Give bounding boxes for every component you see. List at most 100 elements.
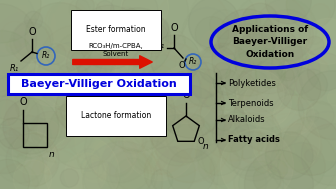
Circle shape — [182, 8, 232, 57]
Text: R₂: R₂ — [42, 51, 50, 60]
Circle shape — [121, 0, 169, 30]
Circle shape — [244, 150, 313, 189]
Circle shape — [48, 99, 117, 169]
Circle shape — [276, 106, 297, 128]
Circle shape — [216, 28, 294, 106]
Text: O: O — [170, 23, 178, 33]
Circle shape — [25, 11, 43, 29]
Circle shape — [115, 39, 186, 110]
Text: Baeyer-Villiger Oxidation: Baeyer-Villiger Oxidation — [21, 79, 177, 89]
Circle shape — [151, 35, 200, 84]
Circle shape — [0, 4, 37, 76]
Circle shape — [105, 138, 138, 170]
Circle shape — [116, 158, 148, 189]
Circle shape — [0, 0, 41, 43]
Circle shape — [80, 51, 119, 89]
Circle shape — [0, 159, 30, 189]
Circle shape — [0, 99, 19, 126]
Circle shape — [220, 129, 294, 189]
Text: O: O — [19, 97, 27, 107]
Circle shape — [215, 160, 239, 184]
Circle shape — [210, 130, 285, 189]
Circle shape — [156, 70, 224, 138]
Circle shape — [144, 146, 195, 189]
Circle shape — [167, 149, 215, 189]
Circle shape — [217, 106, 282, 171]
Circle shape — [13, 148, 79, 189]
Text: Polyketides: Polyketides — [228, 78, 276, 88]
Circle shape — [116, 7, 138, 29]
Circle shape — [15, 64, 89, 138]
Circle shape — [3, 98, 59, 154]
Circle shape — [73, 64, 129, 121]
Circle shape — [76, 54, 129, 107]
Circle shape — [253, 165, 281, 189]
Circle shape — [0, 128, 48, 183]
Circle shape — [128, 77, 154, 102]
Text: O: O — [179, 61, 185, 70]
Circle shape — [6, 133, 59, 186]
Text: Alkaloids: Alkaloids — [228, 115, 266, 125]
Circle shape — [278, 67, 321, 111]
Circle shape — [106, 0, 127, 14]
Text: Lactone formation: Lactone formation — [81, 112, 151, 121]
Circle shape — [237, 70, 284, 118]
Circle shape — [35, 0, 100, 34]
Circle shape — [25, 3, 95, 73]
Circle shape — [260, 102, 336, 181]
Circle shape — [0, 43, 55, 122]
Circle shape — [0, 60, 31, 92]
Circle shape — [84, 161, 120, 189]
Circle shape — [25, 53, 78, 107]
Text: O: O — [197, 137, 204, 146]
Circle shape — [76, 0, 94, 15]
Circle shape — [157, 66, 215, 124]
Circle shape — [238, 2, 286, 49]
Text: Fatty acids: Fatty acids — [228, 136, 280, 145]
Circle shape — [104, 8, 171, 75]
Text: Ester formation: Ester formation — [86, 26, 146, 35]
Circle shape — [41, 164, 83, 189]
Circle shape — [151, 169, 173, 189]
Circle shape — [253, 109, 320, 176]
Circle shape — [239, 15, 258, 34]
Circle shape — [291, 118, 320, 146]
Circle shape — [200, 92, 243, 135]
Circle shape — [77, 103, 101, 128]
Circle shape — [142, 116, 152, 126]
FancyBboxPatch shape — [8, 74, 190, 94]
Circle shape — [268, 160, 288, 179]
Circle shape — [274, 95, 314, 136]
Circle shape — [162, 83, 172, 93]
Circle shape — [124, 107, 197, 180]
Circle shape — [12, 131, 56, 175]
Circle shape — [45, 1, 90, 46]
Circle shape — [54, 98, 71, 115]
Circle shape — [126, 55, 201, 131]
Circle shape — [85, 115, 153, 183]
Circle shape — [186, 86, 224, 123]
Circle shape — [265, 137, 292, 164]
Circle shape — [144, 43, 184, 83]
Circle shape — [56, 33, 100, 77]
Circle shape — [12, 26, 26, 40]
Circle shape — [0, 77, 29, 120]
Circle shape — [234, 81, 304, 152]
Circle shape — [221, 98, 245, 122]
Circle shape — [305, 18, 336, 64]
Text: R₂: R₂ — [189, 57, 197, 67]
Circle shape — [130, 142, 146, 158]
Circle shape — [225, 48, 295, 118]
Circle shape — [296, 69, 327, 101]
Circle shape — [86, 81, 130, 125]
Text: O: O — [28, 27, 36, 37]
Circle shape — [196, 128, 243, 176]
Circle shape — [71, 50, 91, 71]
Circle shape — [99, 28, 117, 45]
Circle shape — [78, 5, 142, 70]
Circle shape — [0, 12, 63, 81]
Circle shape — [278, 60, 298, 81]
Circle shape — [0, 118, 29, 149]
Circle shape — [301, 94, 336, 161]
Text: RCO₃H/m-CPBA,
Solvent: RCO₃H/m-CPBA, Solvent — [89, 43, 143, 57]
